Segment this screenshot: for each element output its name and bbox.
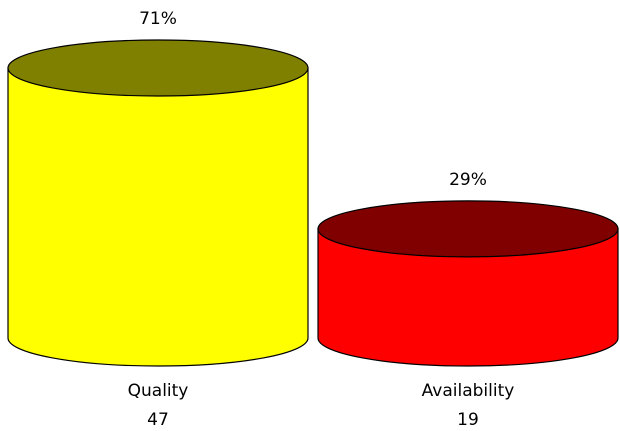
cylinder-top-quality (7, 39, 309, 97)
category-label-availability: Availability (422, 381, 515, 401)
cylinder-body-quality (7, 67, 309, 367)
cylinder-quality: 71% Quality 47 (7, 9, 309, 430)
category-label-quality: Quality (128, 381, 189, 401)
cylinder-top-availability (317, 200, 619, 258)
value-label-availability: 19 (457, 410, 479, 430)
cylinder-availability: 29% Availability 19 (317, 170, 619, 430)
cylinder-body-availability (317, 228, 619, 367)
percent-label-quality: 71% (139, 9, 177, 29)
percent-label-availability: 29% (449, 170, 487, 190)
value-label-quality: 47 (147, 410, 169, 430)
